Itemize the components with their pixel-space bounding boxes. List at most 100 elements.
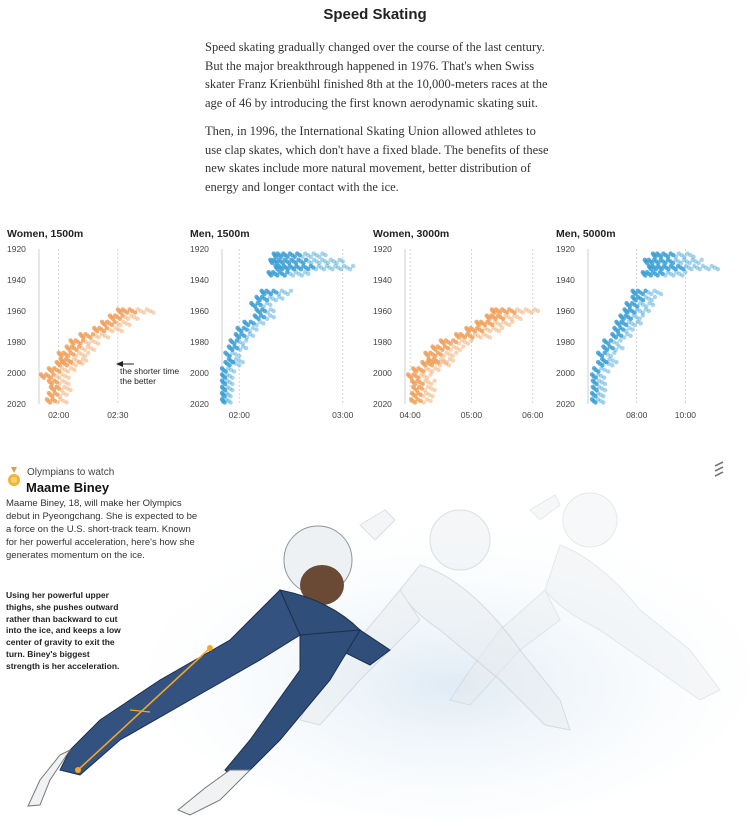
data-point	[696, 260, 701, 266]
data-point	[65, 386, 70, 391]
data-point	[224, 397, 229, 402]
data-point	[490, 325, 496, 331]
data-point	[510, 319, 515, 324]
data-point	[671, 253, 676, 258]
chart-title-men-5000: Men, 5000m	[556, 228, 616, 240]
data-point	[135, 316, 140, 321]
data-point	[228, 367, 234, 373]
data-point	[74, 347, 79, 352]
data-point	[419, 386, 425, 391]
data-point	[59, 387, 64, 393]
data-point	[652, 294, 658, 300]
data-point	[635, 319, 640, 324]
data-point	[264, 316, 270, 321]
data-point	[135, 307, 141, 312]
data-point	[421, 369, 426, 374]
data-point	[448, 341, 453, 346]
data-point	[441, 353, 446, 359]
data-point	[660, 271, 665, 276]
data-point	[331, 259, 336, 264]
data-point	[86, 350, 91, 355]
data-point	[427, 392, 432, 397]
data-point	[602, 350, 607, 355]
data-point	[610, 358, 616, 363]
data-point	[658, 291, 664, 297]
athlete-technique: Using her powerful upper thighs, she pus…	[6, 590, 121, 671]
data-point	[82, 353, 88, 359]
data-point	[626, 319, 632, 324]
data-point	[323, 253, 328, 258]
data-point	[124, 310, 130, 315]
data-point	[627, 325, 632, 331]
data-point	[640, 298, 646, 303]
data-point	[120, 313, 125, 318]
data-point	[628, 316, 634, 321]
data-point	[247, 332, 253, 337]
data-point	[596, 384, 602, 390]
x-tick-label: 02:00	[229, 410, 251, 420]
data-point	[275, 273, 280, 278]
data-point	[314, 259, 319, 264]
data-point	[652, 288, 657, 293]
data-point	[472, 332, 478, 337]
data-point	[264, 301, 270, 306]
data-point	[456, 341, 462, 346]
data-point	[99, 332, 104, 337]
data-point	[237, 353, 242, 359]
data-point	[297, 253, 303, 258]
data-point	[676, 259, 681, 264]
data-point	[443, 361, 449, 366]
data-point	[602, 387, 608, 393]
data-point	[631, 313, 636, 318]
data-point	[430, 394, 435, 399]
x-tick-label: 04:00	[399, 410, 421, 420]
data-point	[703, 265, 708, 270]
data-point	[595, 397, 601, 402]
data-point	[102, 333, 107, 338]
data-point	[429, 363, 435, 368]
data-point	[683, 263, 689, 269]
data-point	[282, 290, 288, 295]
data-point	[222, 400, 227, 405]
data-point	[124, 321, 129, 326]
data-point	[67, 359, 73, 365]
data-point	[262, 291, 267, 297]
data-point	[231, 369, 237, 374]
data-point	[450, 358, 456, 363]
data-point	[632, 310, 637, 315]
data-point	[450, 353, 456, 359]
data-point	[321, 267, 327, 272]
data-point	[74, 358, 80, 363]
data-point	[270, 296, 275, 301]
data-point	[666, 267, 671, 272]
menu-icon[interactable]	[712, 459, 726, 481]
data-point	[132, 315, 137, 320]
data-point	[113, 325, 118, 331]
data-point	[612, 350, 617, 355]
data-point	[687, 260, 692, 266]
data-point	[95, 341, 101, 346]
data-point	[643, 307, 648, 312]
data-point	[83, 339, 89, 345]
data-point	[269, 273, 274, 278]
data-point	[423, 378, 428, 383]
data-point	[594, 381, 599, 387]
y-tick-label: 2020	[373, 399, 392, 409]
data-point	[86, 341, 91, 346]
data-point	[264, 298, 270, 303]
data-point	[268, 313, 273, 318]
data-point	[107, 327, 112, 332]
data-point	[640, 291, 646, 297]
data-point	[418, 392, 423, 397]
data-point	[640, 310, 645, 315]
data-point	[271, 308, 276, 314]
data-point	[104, 325, 109, 331]
data-point	[633, 291, 638, 297]
data-point	[459, 338, 465, 343]
data-point	[498, 322, 503, 328]
data-point	[105, 335, 111, 340]
y-tick-label: 1960	[556, 306, 575, 316]
x-tick-label: 03:00	[332, 410, 354, 420]
athlete-kicker: Olympians to watch	[27, 467, 115, 478]
data-point	[693, 259, 698, 264]
